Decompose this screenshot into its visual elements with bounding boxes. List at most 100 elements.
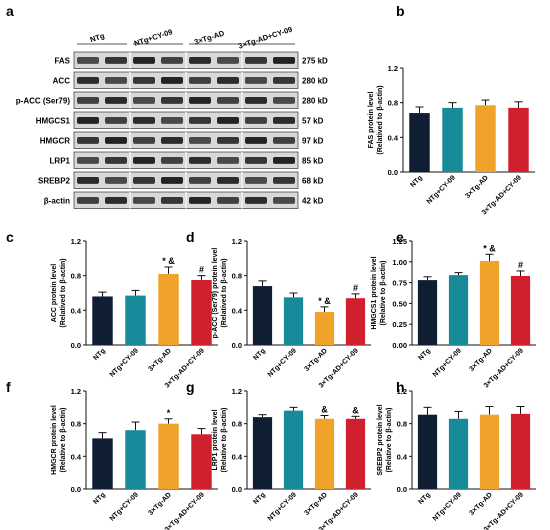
x-tick-label: 3×Tg-AD — [147, 347, 172, 372]
bar — [442, 107, 463, 172]
y-tick-label: 0.50 — [392, 299, 407, 308]
blot-size-label: 42 kD — [302, 196, 324, 205]
significance-mark: & — [352, 405, 359, 415]
y-tick-label: 0.4 — [397, 452, 408, 461]
blot-size-label: 68 kD — [302, 176, 324, 185]
y-tick-label: 0.8 — [397, 420, 407, 429]
blot-band — [273, 96, 295, 104]
bar — [314, 312, 335, 345]
blot-band — [189, 156, 211, 164]
x-tick-label: NTg — [409, 174, 424, 189]
bar — [191, 280, 212, 345]
blot-band — [161, 116, 183, 124]
blot-size-label: 57 kD — [302, 116, 324, 125]
y-tick-label: 0.4 — [232, 452, 243, 461]
y-axis-label: SREBP2 protein level — [377, 404, 384, 475]
blot-band — [189, 76, 211, 84]
blot-band — [245, 196, 267, 204]
blot-band — [245, 56, 267, 64]
blot-size-label: 97 kD — [302, 136, 324, 145]
blot-band — [217, 196, 239, 204]
bar — [510, 275, 531, 345]
blot-band — [105, 136, 127, 144]
blot-band — [77, 136, 99, 144]
x-tick-label: NTg — [417, 347, 432, 362]
y-tick-label: 0.8 — [71, 272, 81, 281]
bar — [479, 260, 500, 345]
chart-panel-h: h 0.0 0.4 0.8 1.2 SREBP2 protein level (Relati… — [377, 379, 536, 530]
significance-mark: * & — [318, 296, 331, 306]
y-axis-label: HMGCS1 protein level — [371, 256, 378, 329]
bar — [345, 418, 366, 489]
blot-band — [105, 116, 127, 124]
bar — [448, 418, 469, 489]
blot-band — [273, 116, 295, 124]
x-tick-label: NTg+CY-09 — [267, 491, 298, 522]
blot-band — [273, 76, 295, 84]
blot-protein-label: β-actin — [44, 196, 70, 205]
blot-band — [77, 116, 99, 124]
x-tick-label: NTg — [92, 347, 107, 362]
y-tick-label: 0.0 — [388, 168, 398, 177]
bar — [252, 417, 273, 489]
blot-band — [245, 176, 267, 184]
bar — [125, 430, 146, 489]
blot-band — [161, 76, 183, 84]
blot-band — [217, 96, 239, 104]
bar — [125, 295, 146, 345]
bar — [158, 273, 179, 345]
y-axis-label: (Relative to β-actin) — [221, 408, 228, 473]
blot-band — [217, 156, 239, 164]
blot-band — [217, 176, 239, 184]
blot-band — [217, 116, 239, 124]
x-tick-label: 3×Tg-AD — [464, 174, 489, 199]
panel-label-d: d — [186, 229, 195, 245]
blot-protein-label: HMGCR — [40, 136, 70, 145]
blot-band — [161, 96, 183, 104]
x-tick-label: NTg+CY-09 — [109, 491, 140, 522]
y-axis-label: (Relative to β-actin) — [60, 408, 67, 473]
bar — [475, 105, 496, 172]
y-tick-label: 0.4 — [71, 452, 82, 461]
significance-mark: # — [199, 265, 204, 275]
blot-band — [161, 136, 183, 144]
blot-protein-label: HMGCS1 — [36, 116, 71, 125]
panel-label-f: f — [6, 379, 11, 395]
bar — [252, 286, 273, 345]
blot-band — [77, 96, 99, 104]
y-tick-label: 0.75 — [392, 279, 407, 288]
blot-band — [133, 136, 155, 144]
bar — [508, 107, 529, 172]
y-tick-label: 0.0 — [397, 485, 407, 494]
blot-band — [273, 176, 295, 184]
blot-band — [77, 76, 99, 84]
y-axis-label: (Relatived to β-actin) — [377, 85, 384, 154]
bar — [510, 413, 531, 489]
blot-band — [273, 136, 295, 144]
blot-band — [161, 156, 183, 164]
blot-band — [189, 136, 211, 144]
y-tick-label: 1.2 — [71, 237, 81, 246]
blot-group-label: 3×Tg-AD+CY-09 — [237, 25, 293, 51]
blot-band — [161, 176, 183, 184]
chart-panel-f: f 0.0 0.4 0.8 1.2 HMGCR protein level (Relativ… — [6, 379, 218, 530]
blot-band — [105, 76, 127, 84]
blot-group-label: NTg — [89, 31, 106, 44]
blot-band — [105, 96, 127, 104]
blot-band — [245, 156, 267, 164]
blot-band — [105, 176, 127, 184]
y-axis-label: FAS protein level — [368, 92, 375, 149]
panel-label-a: a — [6, 3, 14, 19]
blot-band — [273, 196, 295, 204]
blot-band — [217, 76, 239, 84]
y-tick-label: 0.0 — [71, 341, 81, 350]
y-axis-label: p-ACC (Ser79) protein level — [212, 248, 219, 339]
blot-band — [77, 156, 99, 164]
x-tick-label: 3×Tg-AD — [468, 491, 493, 516]
blot-protein-label: SREBP2 — [38, 176, 71, 185]
y-tick-label: 1.25 — [392, 237, 407, 246]
x-tick-label: NTg+CY-09 — [432, 347, 463, 378]
blot-band — [189, 56, 211, 64]
bar — [158, 423, 179, 489]
